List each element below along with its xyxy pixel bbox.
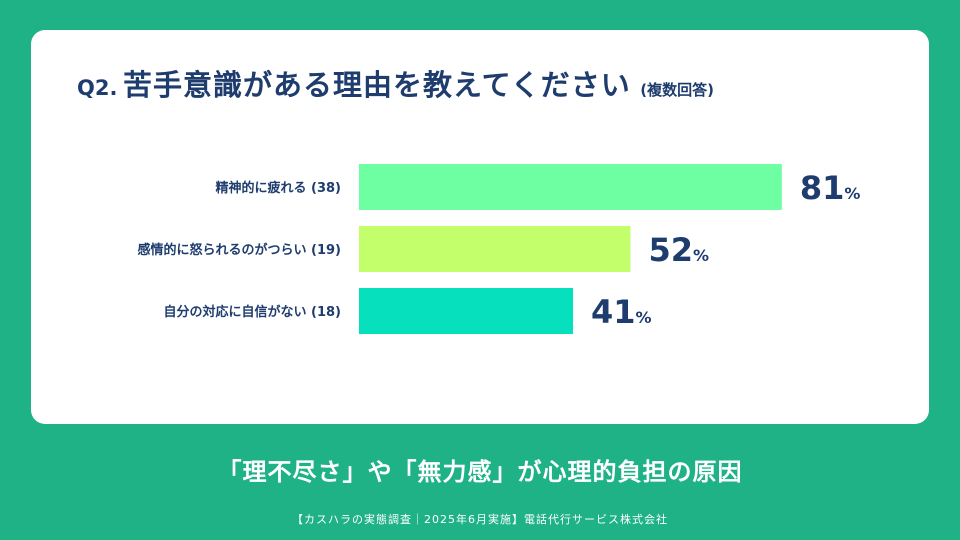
bar-1 bbox=[359, 164, 782, 210]
bar-2 bbox=[359, 226, 631, 272]
source-footer: 【カスハラの実態調査｜2025年6月実施】電話代行サービス株式会社 bbox=[292, 513, 668, 526]
summary-headline: 「理不尽さ」や「無力感」が心理的負担の原因 bbox=[217, 458, 743, 486]
question-number: Q2. bbox=[77, 76, 118, 100]
chart-title: Q2. 苦手意識がある理由を教えてください (複数回答) bbox=[77, 62, 714, 104]
category-label-2: 感情的に怒られるのがつらい (19) bbox=[138, 242, 342, 258]
bar-3 bbox=[359, 288, 574, 334]
value-label-3: 41% bbox=[591, 293, 652, 331]
value-label-1: 81% bbox=[800, 169, 861, 207]
question-text: 苦手意識がある理由を教えてください bbox=[123, 68, 631, 102]
answer-note: (複数回答) bbox=[640, 81, 715, 99]
category-label-3: 自分の対応に自信がない (18) bbox=[164, 304, 342, 320]
category-label-1: 精神的に疲れる (38) bbox=[216, 180, 342, 196]
value-label-2: 52% bbox=[648, 231, 709, 269]
